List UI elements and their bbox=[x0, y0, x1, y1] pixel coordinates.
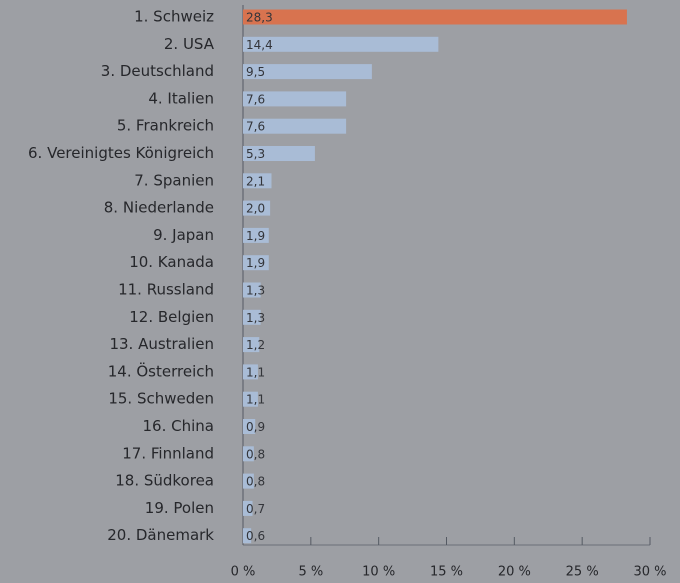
category-label: 20. Dänemark bbox=[107, 526, 214, 544]
bar bbox=[243, 419, 256, 434]
category-label: 17. Finnland bbox=[122, 444, 214, 462]
category-label: 10. Kanada bbox=[129, 253, 214, 271]
bar bbox=[243, 391, 258, 407]
value-label: 1,9 bbox=[246, 256, 265, 270]
category-label: 4. Italien bbox=[148, 89, 214, 107]
value-label: 2,0 bbox=[246, 202, 265, 216]
value-label: 1,3 bbox=[246, 284, 265, 298]
bar bbox=[243, 255, 269, 271]
value-label: 1,1 bbox=[246, 393, 265, 407]
category-label: 14. Österreich bbox=[108, 361, 214, 380]
category-label: 5. Frankreich bbox=[117, 117, 214, 135]
bar bbox=[243, 118, 347, 134]
value-label: 28,3 bbox=[246, 11, 273, 25]
category-label: 11. Russland bbox=[118, 281, 214, 299]
category-label: 18. Südkorea bbox=[115, 472, 214, 490]
x-tick-label: 5 % bbox=[298, 565, 323, 580]
bar bbox=[243, 36, 439, 52]
category-label: 12. Belgien bbox=[129, 308, 214, 326]
category-label: 13. Australien bbox=[109, 335, 214, 353]
bar bbox=[243, 309, 261, 325]
x-tick-label: 15 % bbox=[430, 565, 463, 580]
value-label: 1,1 bbox=[246, 365, 265, 379]
bar bbox=[243, 473, 254, 489]
bar bbox=[243, 64, 372, 80]
category-label: 2. USA bbox=[164, 35, 215, 53]
bar bbox=[243, 500, 253, 516]
value-label: 0,7 bbox=[246, 502, 265, 516]
value-label: 0,8 bbox=[246, 475, 265, 489]
bar bbox=[243, 528, 252, 544]
category-label: 19. Polen bbox=[145, 499, 214, 517]
category-label: 3. Deutschland bbox=[101, 62, 214, 80]
value-label: 0,6 bbox=[246, 529, 265, 543]
bar bbox=[243, 200, 271, 216]
bar bbox=[243, 282, 261, 298]
category-label: 9. Japan bbox=[153, 226, 214, 244]
value-label: 1,2 bbox=[246, 338, 265, 352]
value-label: 1,9 bbox=[246, 229, 265, 243]
x-tick-label: 30 % bbox=[633, 565, 666, 580]
x-tick-label: 20 % bbox=[498, 565, 531, 580]
value-label: 0,8 bbox=[246, 447, 265, 461]
bar bbox=[243, 364, 258, 380]
x-tick-label: 10 % bbox=[362, 565, 395, 580]
x-tick-label: 0 % bbox=[231, 565, 256, 580]
value-label: 7,6 bbox=[246, 120, 265, 134]
bar bbox=[243, 91, 347, 107]
category-label: 7. Spanien bbox=[134, 171, 214, 189]
category-label: 16. China bbox=[143, 417, 214, 435]
value-label: 9,5 bbox=[246, 65, 265, 79]
bar bbox=[243, 337, 260, 353]
value-label: 2,1 bbox=[246, 174, 265, 188]
category-label: 8. Niederlande bbox=[104, 199, 214, 217]
bar bbox=[243, 173, 272, 189]
bar bbox=[243, 9, 627, 25]
bar bbox=[243, 446, 254, 462]
category-label: 6. Vereinigtes Königreich bbox=[28, 144, 214, 162]
bar bbox=[243, 146, 315, 161]
x-tick-label: 25 % bbox=[566, 565, 599, 580]
value-label: 1,3 bbox=[246, 311, 265, 325]
value-label: 0,9 bbox=[246, 420, 265, 434]
category-label: 15. Schweden bbox=[108, 390, 214, 408]
value-label: 5,3 bbox=[246, 147, 265, 161]
category-label: 1. Schweiz bbox=[134, 8, 214, 26]
bar bbox=[243, 227, 269, 243]
value-label: 14,4 bbox=[246, 38, 273, 52]
value-label: 7,6 bbox=[246, 92, 265, 106]
